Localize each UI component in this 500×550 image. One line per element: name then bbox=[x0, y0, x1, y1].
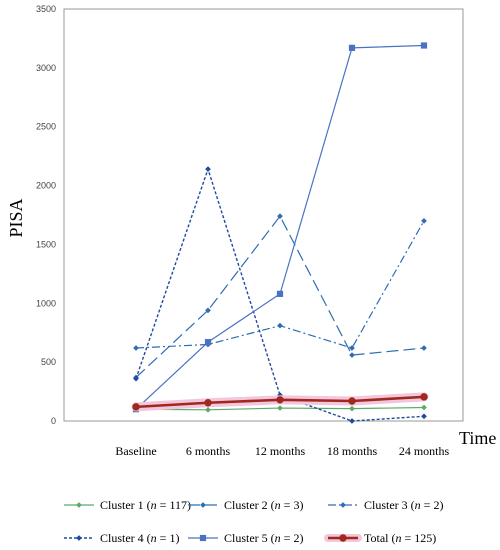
x-category-label: 6 months bbox=[186, 444, 231, 458]
legend-label: Cluster 4 (n = 1) bbox=[100, 531, 179, 545]
plot-frame bbox=[63, 8, 464, 422]
data-point bbox=[277, 322, 283, 329]
data-point bbox=[421, 217, 427, 224]
y-tick-label: 1500 bbox=[36, 239, 56, 249]
series-layer bbox=[131, 42, 429, 424]
data-point bbox=[349, 345, 355, 351]
data-point bbox=[420, 42, 428, 49]
data-point bbox=[204, 399, 212, 407]
series-1 bbox=[133, 404, 427, 413]
data-point bbox=[277, 405, 283, 412]
legend: Cluster 1 (n = 117) Cluster 2 (n = 3) Clus… bbox=[64, 498, 443, 545]
data-point bbox=[276, 396, 284, 404]
series-line bbox=[135, 168, 425, 422]
data-point bbox=[133, 345, 139, 351]
data-point bbox=[420, 393, 428, 401]
data-point bbox=[204, 339, 212, 346]
data-point bbox=[421, 345, 427, 351]
data-point bbox=[205, 406, 211, 413]
legend-label: Total (n = 125) bbox=[364, 531, 436, 545]
data-point bbox=[349, 405, 355, 412]
series-line bbox=[135, 215, 425, 378]
legend-label: Cluster 2 (n = 3) bbox=[224, 498, 303, 512]
x-category-label: Baseline bbox=[115, 444, 156, 458]
data-point bbox=[348, 44, 356, 51]
y-tick-label: 3500 bbox=[36, 4, 56, 14]
y-tick-label: 0 bbox=[51, 416, 56, 426]
x-category-label: 12 months bbox=[255, 444, 306, 458]
y-tick-label: 2500 bbox=[36, 122, 56, 132]
legend-item: Cluster 4 (n = 1) bbox=[64, 531, 179, 545]
legend-item: Cluster 3 (n = 2) bbox=[328, 498, 443, 512]
series-5 bbox=[132, 42, 428, 413]
legend-marker bbox=[199, 534, 207, 542]
y-tick-label: 3000 bbox=[36, 63, 56, 73]
series-line bbox=[135, 220, 425, 349]
data-point bbox=[132, 403, 140, 411]
x-axis: Baseline 6 months 12 months 18 months 24 mon… bbox=[115, 444, 449, 458]
legend-marker bbox=[339, 534, 347, 542]
legend-item: Cluster 5 (n = 2) bbox=[188, 531, 303, 545]
series-line bbox=[135, 44, 425, 410]
legend-label: Cluster 1 (n = 117) bbox=[100, 498, 191, 512]
x-category-label: 24 months bbox=[399, 444, 450, 458]
legend-marker bbox=[340, 502, 346, 508]
data-point bbox=[133, 375, 139, 382]
data-point bbox=[421, 404, 427, 411]
plot-border bbox=[63, 8, 464, 422]
y-axis-label: PISA bbox=[6, 198, 26, 237]
data-point bbox=[349, 418, 355, 424]
x-axis-label: Time bbox=[459, 428, 496, 448]
series-3 bbox=[133, 217, 427, 351]
series-6 bbox=[131, 392, 429, 412]
legend-marker bbox=[76, 502, 82, 508]
data-point bbox=[205, 166, 211, 173]
series-2 bbox=[133, 213, 427, 381]
y-tick-label: 2000 bbox=[36, 181, 56, 191]
y-tick-label: 500 bbox=[41, 357, 56, 367]
legend-label: Cluster 5 (n = 2) bbox=[224, 531, 303, 545]
data-point bbox=[349, 352, 355, 359]
data-point bbox=[276, 290, 284, 297]
y-axis: 0 500 1000 1500 2000 2500 3000 3500 bbox=[36, 4, 56, 426]
legend-marker bbox=[200, 502, 206, 508]
x-category-label: 18 months bbox=[327, 444, 378, 458]
legend-label: Cluster 3 (n = 2) bbox=[364, 498, 443, 512]
data-point bbox=[421, 413, 427, 420]
legend-item: Cluster 2 (n = 3) bbox=[188, 498, 303, 512]
legend-item: Cluster 1 (n = 117) bbox=[64, 498, 191, 512]
legend-marker bbox=[76, 535, 82, 541]
data-point bbox=[277, 213, 283, 220]
data-point bbox=[205, 307, 211, 314]
data-point bbox=[348, 397, 356, 405]
y-tick-label: 1000 bbox=[36, 298, 56, 308]
legend-item: Total (n = 125) bbox=[324, 531, 436, 545]
